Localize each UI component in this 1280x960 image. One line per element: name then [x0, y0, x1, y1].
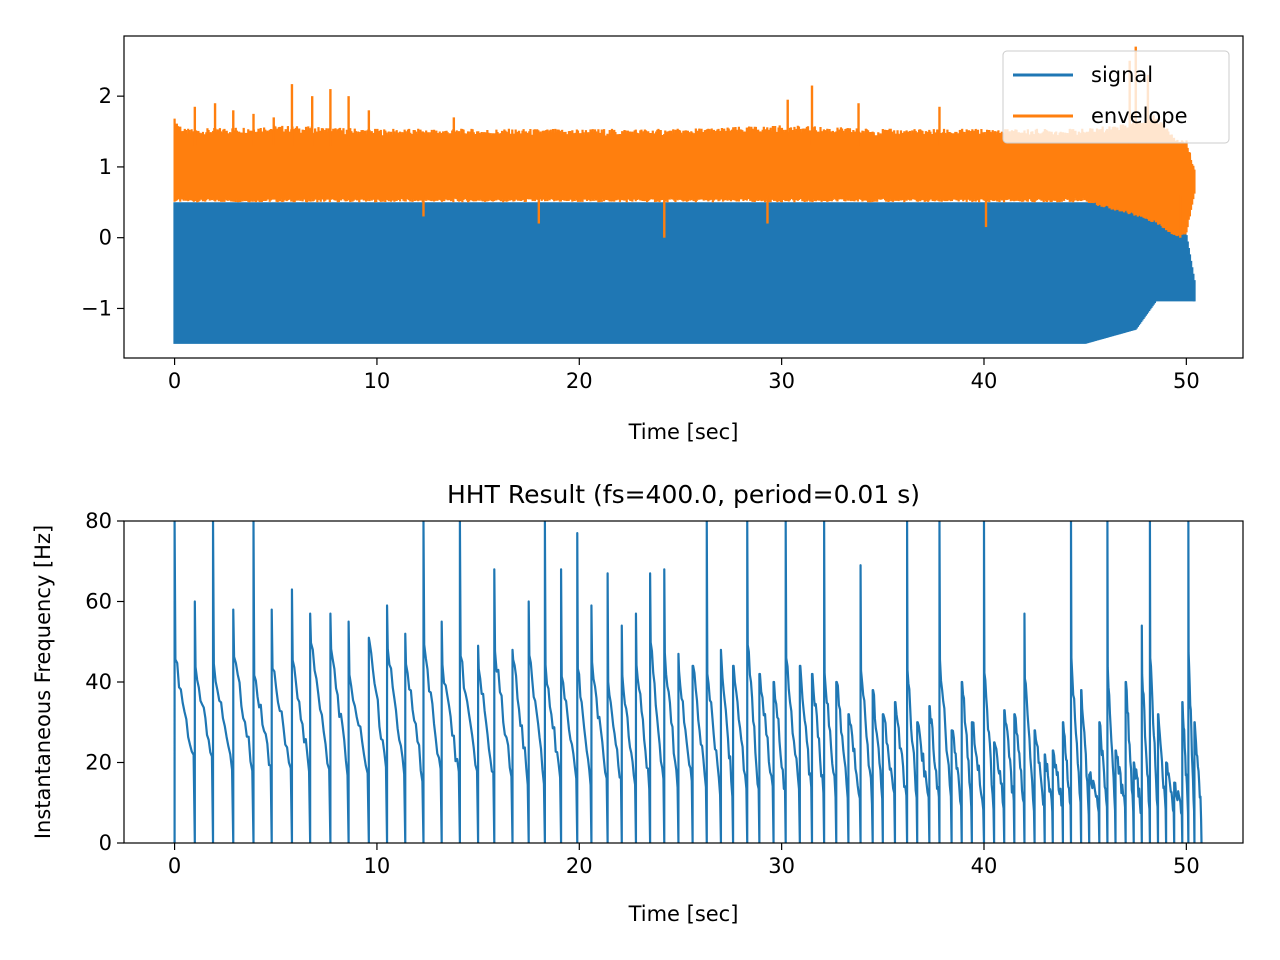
bottom-y-axis: 0 20 40 60 80	[85, 509, 124, 855]
x-tick-label: 30	[768, 854, 795, 878]
x-tick-label: 20	[566, 369, 593, 393]
top-plot-frame	[123, 35, 1244, 359]
x-tick-label: 10	[364, 854, 391, 878]
y-tick-label: 0	[99, 226, 112, 250]
bottom-x-axis-label: Time [sec]	[628, 902, 739, 926]
signal-line	[173, 202, 1196, 344]
y-tick-label: 60	[85, 590, 112, 614]
y-tick-label: 20	[85, 751, 112, 775]
frequency-line	[173, 521, 1203, 843]
x-tick-label: 30	[768, 369, 795, 393]
bottom-y-axis-label: Instantaneous Frequency [Hz]	[31, 525, 55, 839]
y-tick-label: 80	[85, 509, 112, 533]
legend-envelope-label: envelope	[1091, 104, 1188, 128]
bottom-plot-area	[173, 521, 1203, 843]
top-y-axis: −1 0 1 2	[81, 84, 124, 320]
top-x-axis-label: Time [sec]	[628, 420, 739, 444]
y-tick-label: 1	[99, 155, 112, 179]
x-tick-label: 20	[566, 854, 593, 878]
top-chart: 0 10 20 30 40 50 −1 0 1 2 Time [sec] signal enve…	[81, 35, 1244, 444]
y-tick-label: 0	[99, 831, 112, 855]
y-tick-label: 2	[99, 84, 112, 108]
x-tick-label: 0	[168, 369, 181, 393]
x-tick-label: 40	[971, 854, 998, 878]
y-tick-label: −1	[81, 296, 112, 320]
x-tick-label: 10	[364, 369, 391, 393]
y-tick-label: 40	[85, 670, 112, 694]
bottom-chart: HHT Result (fs=400.0, period=0.01 s) 0 10…	[31, 480, 1244, 926]
x-tick-label: 50	[1173, 854, 1200, 878]
bottom-chart-title: HHT Result (fs=400.0, period=0.01 s)	[447, 480, 920, 509]
bottom-x-axis: 0 10 20 30 40 50	[168, 843, 1200, 878]
x-tick-label: 50	[1173, 369, 1200, 393]
legend-signal-label: signal	[1091, 63, 1153, 87]
x-tick-label: 0	[168, 854, 181, 878]
legend: signal envelope	[1002, 50, 1230, 144]
x-tick-label: 40	[971, 369, 998, 393]
top-x-axis: 0 10 20 30 40 50	[168, 358, 1200, 393]
